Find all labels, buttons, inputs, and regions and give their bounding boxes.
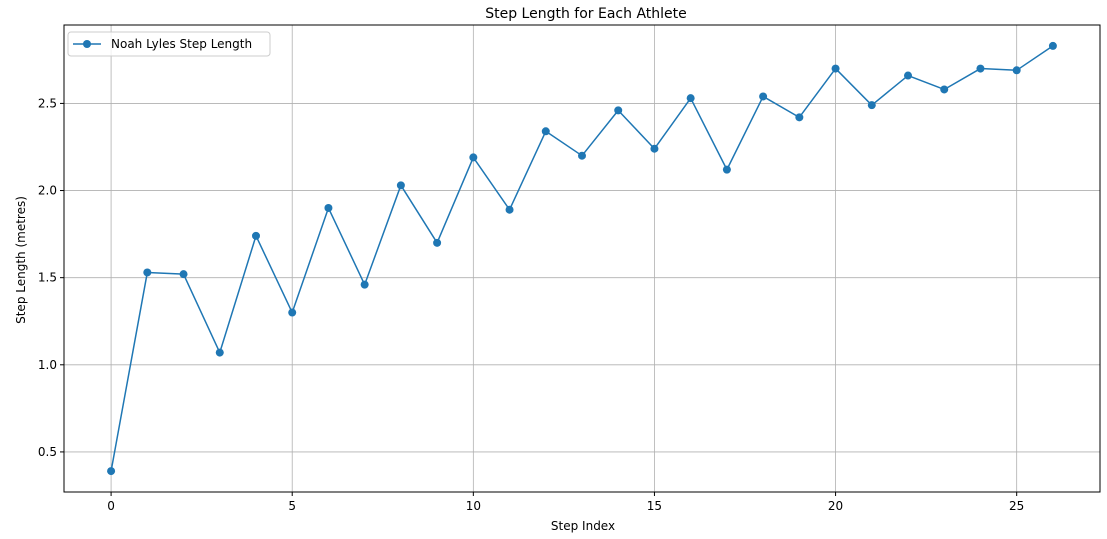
data-point-8	[396, 181, 405, 190]
data-point-0	[107, 467, 116, 476]
data-point-15	[650, 144, 659, 153]
x-axis-label: Step Index	[551, 519, 615, 533]
y-tick-label-0: 0.5	[38, 445, 57, 459]
data-point-19	[795, 113, 804, 122]
data-point-17	[722, 165, 731, 174]
data-point-23	[940, 85, 949, 94]
data-point-5	[288, 308, 297, 317]
data-point-3	[215, 348, 224, 357]
chart-title: Step Length for Each Athlete	[485, 6, 687, 22]
axes: 0 5 10 15 20 25 0.5 1.0 1.5 2.0 2.5	[38, 24, 1101, 513]
data-point-21	[867, 101, 876, 110]
data-point-6	[324, 203, 333, 212]
data-point-18	[759, 92, 768, 101]
data-point-4	[251, 231, 260, 240]
y-tick-label-1: 1.0	[38, 358, 57, 372]
data-point-25	[1012, 66, 1021, 75]
series	[107, 41, 1057, 476]
data-point-24	[976, 64, 985, 73]
series-line-0	[110, 45, 1054, 472]
data-point-13	[578, 151, 586, 160]
data-point-1	[143, 268, 152, 277]
data-point-9	[433, 238, 442, 247]
y-tick-label-2: 1.5	[38, 271, 57, 285]
y-axis-label: Step Length (metres)	[14, 196, 28, 324]
data-point-20	[831, 64, 840, 73]
x-tick-label-1: 5	[288, 499, 296, 513]
plot-frame	[63, 24, 1101, 493]
x-tick-label-4: 20	[828, 499, 843, 513]
data-point-14	[614, 106, 623, 115]
data-point-10	[469, 153, 478, 162]
y-tick-label-3: 2.0	[38, 184, 57, 198]
grid	[64, 25, 1100, 492]
data-point-2	[179, 270, 188, 279]
x-tick-label-5: 25	[1009, 499, 1024, 513]
legend-label: Noah Lyles Step Length	[111, 37, 252, 51]
x-tick-label-0: 0	[107, 499, 115, 513]
data-point-7	[360, 280, 369, 289]
legend-box	[67, 31, 271, 57]
y-tick-label-4: 2.5	[38, 96, 57, 110]
legend: Noah Lyles Step Length	[67, 31, 271, 57]
legend-marker-sample	[83, 40, 91, 48]
data-point-16	[686, 94, 695, 103]
data-point-11	[505, 205, 514, 214]
data-point-12	[541, 127, 550, 136]
data-point-22	[904, 71, 913, 80]
x-tick-label-2: 10	[466, 499, 481, 513]
x-tick-label-3: 15	[647, 499, 662, 513]
data-point-26	[1048, 41, 1057, 50]
